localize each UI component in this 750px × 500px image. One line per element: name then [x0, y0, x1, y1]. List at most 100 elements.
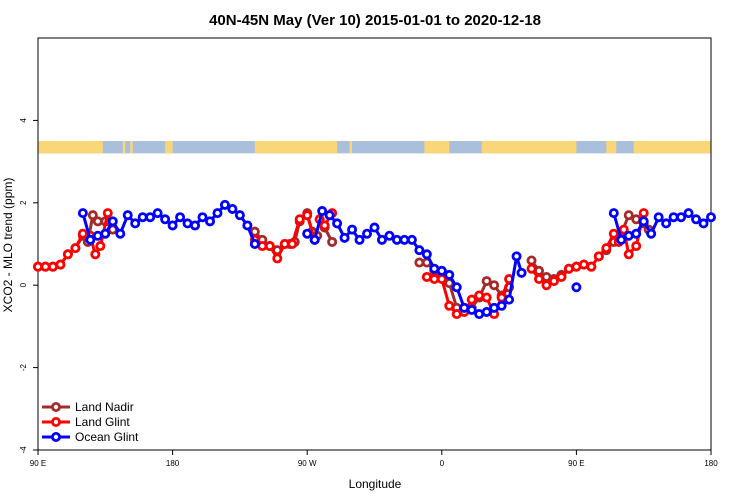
data-point-2-0-20	[227, 203, 238, 214]
data-point-1-4-15	[631, 241, 642, 252]
data-point-2-0-4	[107, 216, 118, 227]
legend-label-0: Land Nadir	[75, 400, 134, 414]
data-point-2-0-15	[190, 220, 201, 231]
data-point-2-0-21	[234, 210, 245, 221]
data-point-2-1-22	[466, 304, 477, 315]
y-tick-label-2: 0	[19, 282, 28, 287]
x-tick-label-4: 90 E	[568, 459, 584, 468]
legend-marker-1	[51, 416, 62, 427]
data-point-2-0-10	[152, 208, 163, 219]
data-point-2-0-1	[85, 234, 96, 245]
chart-title: 40N-45N May (Ver 10) 2015-01-01 to 2020-…	[209, 12, 541, 29]
data-point-2-0-0	[77, 208, 88, 219]
data-point-1-1-7	[302, 210, 313, 221]
land-band-3	[165, 141, 173, 154]
data-point-2-0-18	[212, 208, 223, 219]
data-point-2-1-1	[309, 234, 320, 245]
legend-marker-2	[51, 431, 62, 442]
land-band-7	[481, 141, 577, 154]
x-tick-label-0: 90 E	[30, 459, 46, 468]
x-axis-label: Longitude	[349, 477, 402, 491]
data-point-2-2-0	[571, 282, 582, 293]
data-point-1-4-3	[548, 276, 559, 287]
data-point-2-3-7	[661, 218, 672, 229]
data-point-1-3-2	[436, 274, 447, 285]
data-point-1-0-4	[62, 249, 73, 260]
legend-item-1: Land Glint	[42, 415, 130, 429]
data-point-2-0-17	[204, 216, 215, 227]
data-point-2-1-7	[354, 234, 365, 245]
data-point-2-3-9	[676, 212, 687, 223]
data-point-2-1-18	[436, 265, 447, 276]
data-point-2-0-16	[197, 212, 208, 223]
data-point-2-3-13	[706, 212, 717, 223]
axis-ticks: 90 E 180 90 W 0 90 E 180 -4 -2 0 2 4	[19, 118, 718, 468]
data-point-2-0-6	[122, 210, 133, 221]
data-point-1-1-3	[272, 253, 283, 264]
data-point-2-1-20	[451, 282, 462, 293]
data-point-1-0-9	[95, 241, 106, 252]
land-band-8	[606, 141, 617, 154]
data-point-2-1-10	[376, 234, 387, 245]
data-point-1-4-14	[623, 249, 634, 260]
legend-label-2: Ocean Glint	[75, 430, 139, 444]
data-point-2-1-4	[332, 218, 343, 229]
data-point-1-4-4	[556, 271, 567, 282]
data-point-2-3-1	[616, 234, 627, 245]
data-point-1-4-10	[601, 243, 612, 254]
legend-item-2: Ocean Glint	[42, 430, 139, 444]
data-point-2-1-29	[516, 267, 527, 278]
data-point-2-0-23	[249, 238, 260, 249]
data-point-1-0-8	[90, 249, 101, 260]
data-point-0-2-1	[327, 236, 338, 247]
y-axis-label: XCO2 - MLO trend (ppm)	[1, 178, 15, 313]
series-ocean-glint	[77, 199, 717, 320]
data-point-1-3-6	[466, 294, 477, 305]
data-point-2-0-3	[100, 228, 111, 239]
land-ocean-strip	[38, 141, 711, 154]
data-point-2-3-0	[608, 208, 619, 219]
data-point-2-1-26	[496, 300, 507, 311]
x-tick-label-1: 180	[166, 459, 180, 468]
data-point-2-1-15	[414, 245, 425, 256]
data-point-2-3-10	[683, 208, 694, 219]
data-point-1-1-5	[287, 238, 298, 249]
land-band-4	[254, 141, 338, 154]
data-point-1-3-8	[481, 292, 492, 303]
land-band-9	[633, 141, 711, 154]
data-point-2-3-5	[646, 228, 657, 239]
x-tick-label-5: 180	[704, 459, 718, 468]
data-point-0-4-0	[526, 255, 537, 266]
data-point-2-0-12	[167, 220, 178, 231]
land-band-0	[38, 141, 103, 154]
data-point-2-1-3	[324, 210, 335, 221]
data-point-1-0-3	[55, 259, 66, 270]
data-point-2-0-9	[145, 212, 156, 223]
data-point-1-4-16	[638, 208, 649, 219]
data-point-1-0-5	[70, 243, 81, 254]
data-point-2-0-19	[219, 199, 230, 210]
land-band-2	[130, 141, 133, 154]
data-point-2-1-6	[347, 224, 358, 235]
data-point-1-4-9	[593, 251, 604, 262]
legend-item-0: Land Nadir	[42, 400, 134, 414]
data-point-2-1-8	[362, 228, 373, 239]
data-point-2-0-7	[130, 218, 141, 229]
data-point-2-1-5	[339, 232, 350, 243]
land-band-1	[122, 141, 126, 154]
data-point-2-0-11	[160, 214, 171, 225]
data-point-2-1-11	[384, 230, 395, 241]
x-tick-label-2: 90 W	[298, 459, 317, 468]
x-tick-label-3: 0	[440, 459, 445, 468]
data-point-0-3-9	[481, 276, 492, 287]
data-point-2-1-14	[406, 234, 417, 245]
land-band-5	[349, 141, 353, 154]
legend-marker-0	[51, 401, 62, 412]
data-point-1-4-0	[526, 263, 537, 274]
data-point-0-3-10	[489, 280, 500, 291]
plot-frame	[37, 37, 712, 451]
data-point-2-3-6	[653, 212, 664, 223]
data-point-2-0-5	[115, 228, 126, 239]
y-tick-label-0: -4	[19, 446, 28, 454]
data-point-1-1-2	[264, 241, 275, 252]
